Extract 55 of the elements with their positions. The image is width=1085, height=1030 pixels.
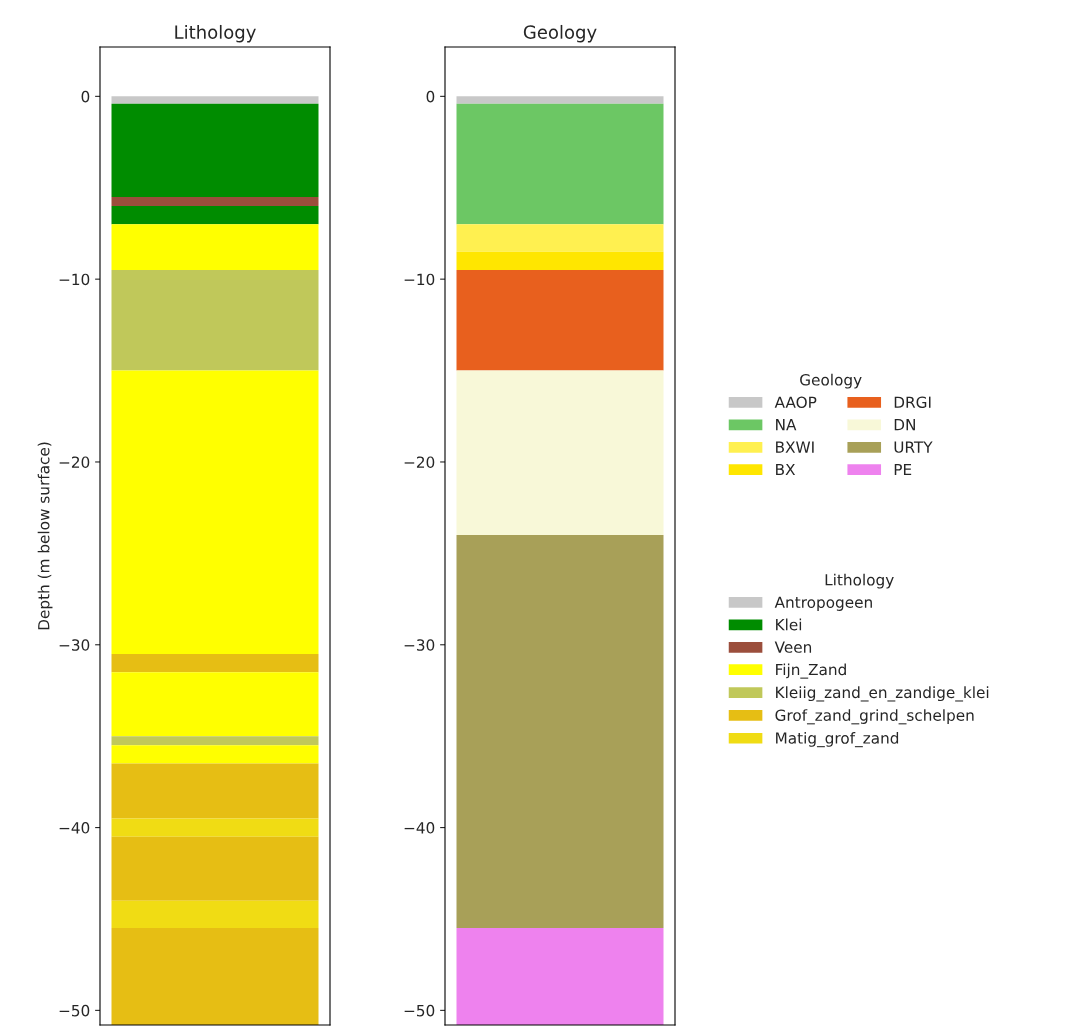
bar (456, 370, 664, 536)
bar (111, 224, 319, 271)
bar (111, 103, 319, 197)
bar (111, 196, 319, 207)
legend-label: NA (776, 419, 797, 431)
y-tick-label: 0 (426, 90, 435, 103)
legend-label: BXWI (776, 441, 814, 453)
y-tick-label: −40 (404, 822, 435, 834)
bar (111, 653, 319, 673)
bar (111, 96, 319, 104)
y-tick-label: −20 (59, 456, 90, 468)
legend-title: Geology (800, 373, 862, 389)
bar (111, 672, 319, 737)
y-tick-label: −50 (404, 1004, 435, 1017)
bar (111, 818, 319, 837)
legend-label: Matig_grof_zand (776, 732, 899, 748)
bar (111, 206, 319, 225)
legend-label: BX (776, 463, 796, 476)
y-axis-title: Depth (m below surface) (37, 442, 53, 630)
bar (456, 224, 664, 252)
chart-title: Lithology (175, 24, 256, 43)
bar (456, 103, 664, 225)
y-tick-label: −30 (404, 639, 435, 651)
y-tick-label: −40 (59, 822, 90, 834)
bar (111, 745, 319, 764)
bar (111, 736, 319, 746)
bar (111, 900, 319, 929)
y-tick-label: −20 (404, 456, 435, 468)
bar (456, 96, 664, 104)
y-tick-label: −30 (59, 639, 90, 651)
legend-label: DRGI (894, 396, 931, 408)
legend-label: AAOP (774, 396, 817, 408)
bar (456, 270, 664, 371)
legend-label: Antropogeen (774, 596, 872, 611)
bar (111, 836, 319, 901)
bar (111, 928, 319, 1025)
bar (111, 763, 319, 819)
bar (456, 928, 664, 1025)
bar (111, 270, 319, 371)
y-tick-label: 0 (81, 90, 90, 103)
legend-label: Veen (774, 641, 812, 653)
legend-label: DN (894, 419, 915, 431)
legend-label: Grof_zand_grind_schelpen (775, 709, 974, 725)
y-tick-label: −10 (59, 273, 90, 286)
legend-title: Lithology (825, 573, 894, 589)
y-tick-label: −50 (59, 1004, 90, 1017)
legend-label: PE (894, 463, 912, 476)
legend-label: Klei (776, 618, 802, 631)
legend-label: Kleiig_zand_en_zandige_klei (776, 686, 989, 702)
chart-title: Geology (523, 24, 597, 43)
bar (456, 251, 664, 271)
y-tick-label: −10 (404, 273, 435, 286)
legend-label: URTY (894, 441, 933, 453)
bar (111, 370, 319, 654)
legend-label: Fijn_Zand (776, 663, 846, 679)
